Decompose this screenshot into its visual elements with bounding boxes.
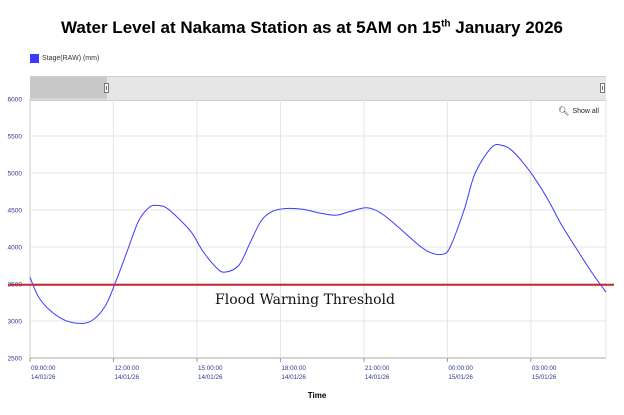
data-point — [413, 240, 414, 241]
data-point — [302, 209, 303, 210]
data-point — [349, 211, 350, 212]
data-point — [511, 149, 512, 150]
data-point — [177, 217, 178, 218]
x-tick-date: 15/01/26 — [448, 374, 473, 381]
data-point — [427, 251, 428, 252]
data-point — [91, 320, 92, 321]
y-tick-label: 3000 — [8, 319, 23, 326]
y-tick-label: 2500 — [8, 356, 23, 363]
y-tick-label: 4000 — [8, 245, 23, 252]
x-tick-time: 15:00:00 — [198, 365, 223, 372]
y-tick-label: 4500 — [8, 208, 23, 215]
x-tick-time: 12:00:00 — [114, 365, 139, 372]
data-point — [522, 161, 523, 162]
x-tick-time: 21:00:00 — [365, 365, 390, 372]
data-point — [49, 309, 50, 310]
data-point — [366, 207, 367, 208]
legend-label: Stage(RAW) (mm) — [42, 55, 100, 62]
data-point — [29, 277, 30, 278]
data-point — [127, 250, 128, 251]
data-point — [441, 254, 442, 255]
data-point — [575, 246, 576, 247]
data-point — [224, 272, 225, 273]
y-tick-label: 5500 — [8, 134, 23, 141]
data-point — [138, 221, 139, 222]
title-main: Water Level at Nakama Station as at 5AM … — [60, 18, 442, 37]
data-point — [271, 211, 272, 212]
data-point — [605, 292, 606, 293]
y-tick-label: 5000 — [8, 171, 23, 178]
legend-item[interactable]: Stage(RAW) (mm) — [30, 54, 99, 63]
data-point — [38, 296, 39, 297]
data-point — [202, 250, 203, 251]
x-tick-date: 14/01/26 — [281, 374, 306, 381]
data-point — [319, 212, 320, 213]
data-point — [77, 323, 78, 324]
title-superscript: th — [441, 18, 451, 30]
x-tick-time: 00:00:00 — [448, 365, 473, 372]
data-point — [380, 212, 381, 213]
navigator-left-handle[interactable] — [104, 83, 109, 93]
data-point — [260, 221, 261, 222]
x-tick-time: 03:00:00 — [532, 365, 557, 372]
data-point — [249, 243, 250, 244]
data-point — [561, 224, 562, 225]
threshold-label: Flood Warning Threshold — [215, 292, 395, 308]
plot-area — [29, 99, 607, 359]
data-point — [149, 206, 150, 207]
data-point — [285, 208, 286, 209]
zoom-icon: 🔍︎ — [558, 106, 570, 116]
data-point — [591, 272, 592, 273]
title-tail: January 2026 — [450, 18, 564, 37]
legend-swatch — [30, 54, 39, 63]
data-point — [397, 226, 398, 227]
show-all-label: Show all — [572, 108, 599, 115]
data-point — [166, 207, 167, 208]
data-point — [63, 319, 64, 320]
data-point — [502, 145, 503, 146]
y-tick-label: 6000 — [8, 97, 23, 104]
data-point — [450, 246, 451, 247]
x-tick-date: 14/01/26 — [198, 374, 223, 381]
data-point — [238, 265, 239, 266]
navigator-selected-range[interactable] — [30, 77, 107, 100]
data-point — [216, 267, 217, 268]
x-tick-date: 14/01/26 — [114, 374, 139, 381]
show-all-button[interactable]: 🔍︎ Show all — [558, 106, 599, 117]
x-axis-label: Time — [308, 391, 327, 400]
data-point — [547, 198, 548, 199]
x-tick-time: 18:00:00 — [281, 365, 306, 372]
data-point — [116, 280, 117, 281]
range-navigator[interactable] — [30, 76, 606, 101]
navigator-right-handle[interactable] — [600, 83, 605, 93]
series-line-stage-raw — [29, 143, 607, 324]
x-tick-date: 14/01/26 — [31, 374, 56, 381]
data-point — [335, 215, 336, 216]
data-point — [533, 176, 534, 177]
x-tick-date: 14/01/26 — [365, 374, 390, 381]
x-tick-date: 15/01/26 — [532, 374, 557, 381]
data-point — [463, 209, 464, 210]
data-point — [157, 205, 158, 206]
data-point — [475, 172, 476, 173]
data-point — [491, 147, 492, 148]
data-point — [191, 232, 192, 233]
data-point — [105, 306, 106, 307]
chart-title: Water Level at Nakama Station as at 5AM … — [0, 18, 624, 38]
x-tick-time: 09:00:00 — [31, 365, 56, 372]
